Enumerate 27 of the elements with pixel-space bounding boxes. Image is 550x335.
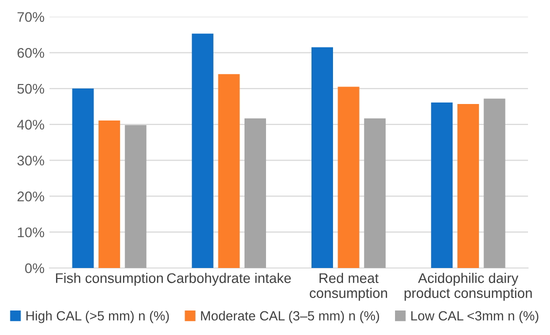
bar (218, 74, 240, 268)
bar (484, 98, 506, 268)
bar (457, 104, 479, 268)
y-tick-label: 20% (18, 192, 44, 202)
x-tick-label: Acidophilic dairy product consumption (404, 272, 532, 301)
y-tick-label: 50% (17, 84, 44, 94)
bar (192, 34, 214, 268)
y-tick-label: 10% (18, 227, 44, 238)
bar (431, 102, 453, 268)
legend-label: High CAL (>5 mm) n (%) (26, 310, 169, 324)
bar (98, 120, 120, 268)
y-tick-label: 60% (18, 48, 44, 58)
bar (72, 88, 94, 268)
y-tick-label: 70% (18, 12, 44, 22)
x-tick-label: Fish consumption (56, 272, 163, 286)
y-tick-label: 40% (17, 120, 44, 130)
bar (124, 125, 146, 268)
x-tick-label: Carbohydrate intake (167, 272, 291, 286)
y-tick-label: 30% (17, 156, 44, 166)
legend-label: Low CAL <3mm n (%) (411, 310, 538, 324)
bar (311, 47, 334, 268)
bar (244, 118, 266, 268)
bar (364, 118, 386, 268)
y-tick-label: 0% (25, 263, 44, 274)
bar (338, 86, 360, 268)
legend-label: Moderate CAL (3–5 mm) n (%) (201, 310, 380, 324)
x-tick-label: Red meat consumption (310, 272, 388, 301)
